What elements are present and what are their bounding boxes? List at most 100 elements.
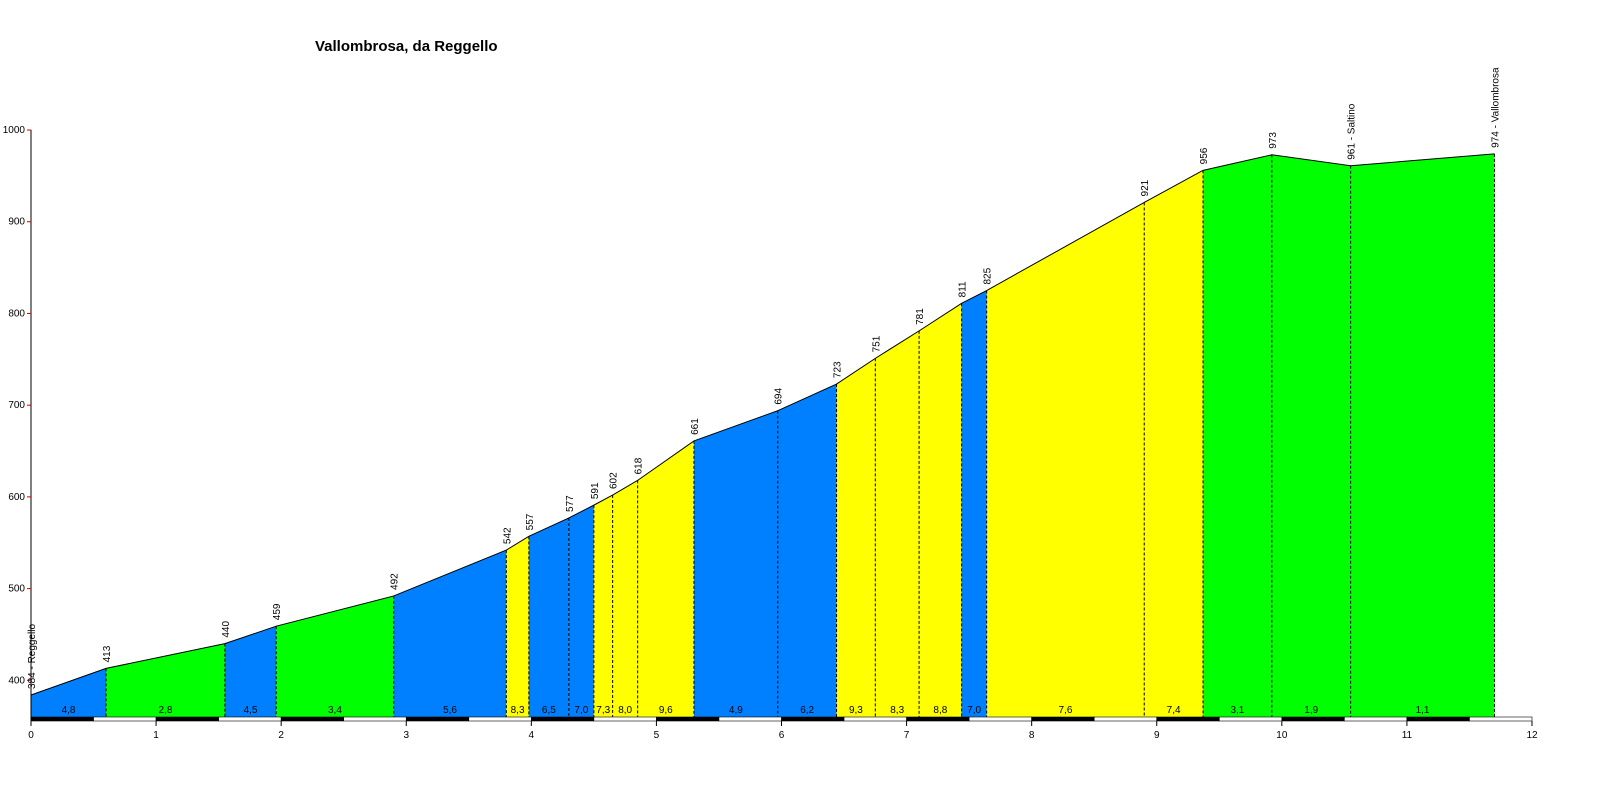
scale-bar-block (343, 716, 407, 722)
altitude-label: 557 (525, 513, 536, 530)
altitude-label: 723 (833, 361, 844, 378)
scale-bar-block (280, 716, 345, 722)
segment-fill (1271, 154, 1351, 718)
y-tick-label: 700 (8, 400, 25, 411)
altitude-labels: 384 - Reggello 413 440 459 492 542 557 577 591 60… (27, 67, 1501, 689)
segment-fill (919, 303, 962, 717)
scale-bar-block (906, 716, 970, 722)
x-tick-label: 0 (28, 730, 34, 741)
chart-title: Vallombrosa, da Reggello (315, 38, 498, 55)
altitude-label: 542 (502, 527, 513, 544)
x-tick-label: 5 (654, 730, 660, 741)
segment-fill (1203, 154, 1272, 718)
x-tick-label: 9 (1154, 730, 1160, 741)
gradient-label: 1,9 (1304, 705, 1318, 716)
segment-fill (1350, 153, 1495, 718)
segment-fill (393, 550, 507, 717)
x-tick-label: 2 (278, 730, 284, 741)
gradient-label: 3,1 (1230, 705, 1244, 716)
scale-bar-block (1218, 716, 1283, 722)
scale-bar-block (531, 716, 595, 722)
gradient-label: 9,6 (659, 705, 673, 716)
altitude-label: 974 - Vallombrosa (1490, 67, 1501, 148)
scale-bar-block (781, 716, 845, 722)
scale-bar-block (155, 716, 219, 722)
segment-fill (528, 517, 569, 717)
gradient-label: 8,8 (933, 705, 947, 716)
gradient-label: 3,4 (328, 705, 342, 716)
y-tick-label: 500 (8, 584, 25, 595)
altitude-label: 602 (609, 472, 620, 489)
altitude-label: 440 (221, 621, 232, 638)
y-tick-label: 900 (8, 217, 25, 228)
gradient-label: 1,1 (1416, 705, 1430, 716)
scale-bar-block (468, 716, 532, 722)
altitude-label: 591 (590, 482, 601, 499)
gradient-label: 9,3 (849, 705, 863, 716)
segment-fill (986, 202, 1145, 717)
segment-fill (875, 330, 920, 717)
segment-fill (276, 595, 394, 717)
segment-fill (224, 626, 277, 717)
segment-fill (612, 480, 638, 717)
scale-bar-block (1469, 716, 1533, 722)
altitude-label: 618 (634, 457, 645, 474)
gradient-label: 2,8 (159, 705, 173, 716)
gradient-label: 7,4 (1167, 705, 1181, 716)
altitude-label: 751 (871, 335, 882, 352)
scale-bar-block (218, 716, 282, 722)
gradient-label: 8,3 (890, 705, 904, 716)
scale-bar-block (1093, 716, 1158, 722)
scale-bar-block (1406, 716, 1470, 722)
scale-bar-block (1031, 716, 1095, 722)
segment-fill (593, 495, 613, 717)
altitude-label: 694 (774, 388, 785, 405)
segment-dividers (105, 153, 1495, 717)
altitude-label: 577 (565, 495, 576, 512)
altitude-label: 384 - Reggello (27, 624, 38, 689)
x-tick-label: 3 (403, 730, 409, 741)
segment-fills (31, 153, 1495, 718)
gradient-label: 7,0 (967, 705, 981, 716)
gradient-label: 7,6 (1058, 705, 1072, 716)
y-tick-label: 1000 (3, 125, 26, 136)
gradient-label: 8,3 (511, 705, 525, 716)
segment-fill (106, 643, 225, 717)
gradient-label: 6,5 (542, 705, 556, 716)
scale-bar-block (1156, 716, 1220, 722)
x-tick-label: 10 (1276, 730, 1288, 741)
scale-bar-block (405, 716, 470, 722)
altitude-label: 961 - Saltino (1347, 103, 1358, 160)
x-tick-label: 6 (779, 730, 785, 741)
gradient-label: 5,6 (443, 705, 457, 716)
segment-fill (506, 536, 529, 717)
x-tick-label: 11 (1402, 730, 1413, 741)
segment-fill (961, 290, 987, 717)
y-tick-label: 600 (8, 492, 25, 503)
altitude-label: 921 (1140, 179, 1151, 196)
scale-bar-block (656, 716, 720, 722)
scale-bar-block (30, 716, 94, 722)
x-tick-label: 1 (153, 730, 159, 741)
altitude-label: 492 (390, 573, 401, 590)
x-tick-label: 7 (904, 730, 910, 741)
gradient-label: 7,3 (596, 705, 610, 716)
gradient-label: 4,9 (729, 705, 743, 716)
scale-bar-block (718, 716, 782, 722)
km-scale-bar (30, 716, 1533, 722)
altitude-label: 811 (958, 281, 969, 297)
y-tick-label: 400 (8, 675, 25, 686)
altitude-label: 956 (1199, 147, 1210, 164)
segment-fill (31, 668, 107, 717)
segment-fill (568, 505, 594, 717)
gradient-label: 4,5 (244, 705, 258, 716)
gradient-labels: 4,8 2,8 4,5 3,4 5,6 8,3 6,5 7,0 7,3 8,0 9,6 4,9 6,2 9… (62, 705, 1430, 716)
altitude-label: 413 (102, 645, 113, 662)
profile-line (30, 153, 1495, 696)
scale-bar-block (1281, 716, 1345, 722)
scale-bar-block (93, 716, 157, 722)
gradient-label: 8,0 (618, 705, 632, 716)
gradient-label: 7,0 (574, 705, 588, 716)
